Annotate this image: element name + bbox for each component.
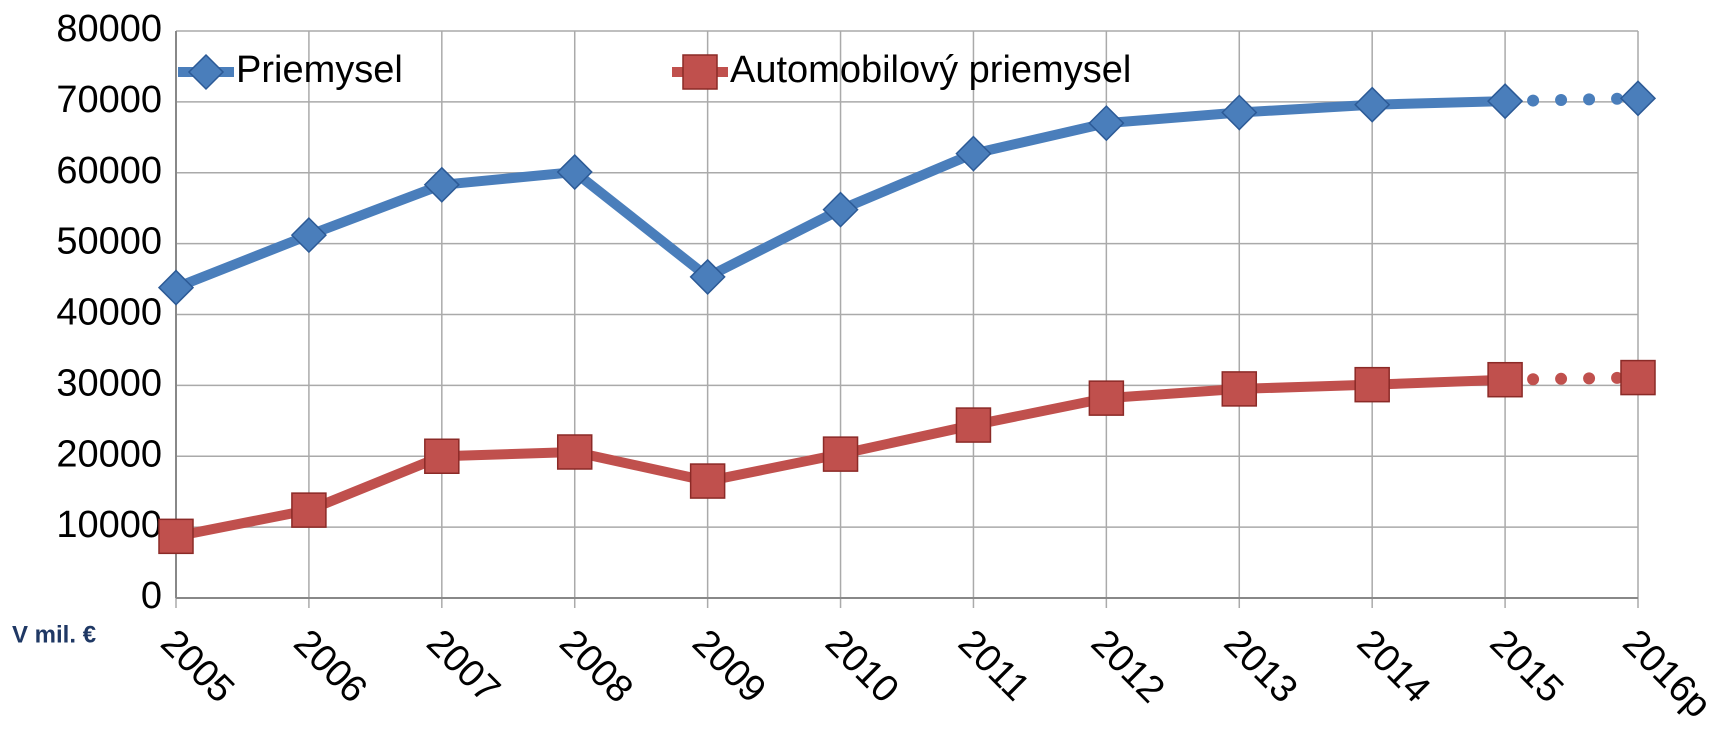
marker — [290, 217, 327, 254]
x-tick-label: 2010 — [817, 622, 906, 711]
legend-label: Automobilový priemysel — [730, 49, 1131, 91]
marker — [1088, 380, 1125, 416]
y-tick-label: 60000 — [56, 150, 162, 192]
marker — [187, 53, 225, 91]
legend-item: Automobilový priemysel — [672, 49, 1131, 91]
marker — [157, 269, 195, 306]
x-tick-label: 2005 — [153, 622, 242, 711]
x-tick-label: 2014 — [1349, 622, 1438, 711]
y-tick-label: 0 — [141, 575, 162, 617]
x-tick-label: 2006 — [285, 622, 374, 711]
legend-item: Priemysel — [178, 49, 403, 91]
marker — [1620, 359, 1656, 396]
y-tick-label: 80000 — [56, 8, 162, 50]
y-tick-label: 10000 — [56, 504, 162, 546]
marker — [822, 191, 859, 228]
x-tick-label: 2012 — [1083, 622, 1172, 711]
marker — [689, 463, 726, 499]
y-tick-label: 70000 — [56, 79, 162, 121]
marker — [556, 434, 593, 470]
marker — [423, 166, 460, 203]
x-tick-label: 2015 — [1482, 622, 1571, 711]
marker — [1354, 366, 1390, 403]
legend-label: Priemysel — [236, 49, 403, 91]
marker — [955, 407, 992, 443]
marker — [955, 135, 992, 172]
marker — [682, 54, 718, 90]
marker — [1221, 371, 1258, 407]
x-tick-label: 2007 — [418, 622, 507, 711]
y-tick-label: 20000 — [56, 433, 162, 475]
marker — [822, 436, 859, 472]
projection-line — [1499, 92, 1644, 108]
x-tick-label: 2013 — [1216, 622, 1305, 711]
marker — [1088, 105, 1125, 142]
marker — [424, 438, 460, 474]
x-tick-label: 2009 — [684, 622, 773, 711]
y-tick-label: 30000 — [56, 362, 162, 404]
marker — [1487, 361, 1523, 398]
marker — [1354, 86, 1391, 123]
unit-annotation: V mil. € — [12, 621, 96, 648]
marker — [689, 258, 726, 295]
projection-line — [1499, 371, 1644, 386]
x-tick-label: 2011 — [950, 622, 1037, 709]
marker — [158, 518, 194, 555]
marker — [1221, 94, 1258, 131]
marker — [1619, 80, 1657, 117]
marker — [556, 153, 593, 191]
y-tick-label: 40000 — [56, 292, 162, 334]
x-tick-label: 2016p — [1615, 622, 1719, 726]
marker — [291, 492, 327, 528]
y-tick-label: 50000 — [56, 221, 162, 263]
marker — [1487, 83, 1524, 120]
x-tick-label: 2008 — [551, 622, 640, 711]
